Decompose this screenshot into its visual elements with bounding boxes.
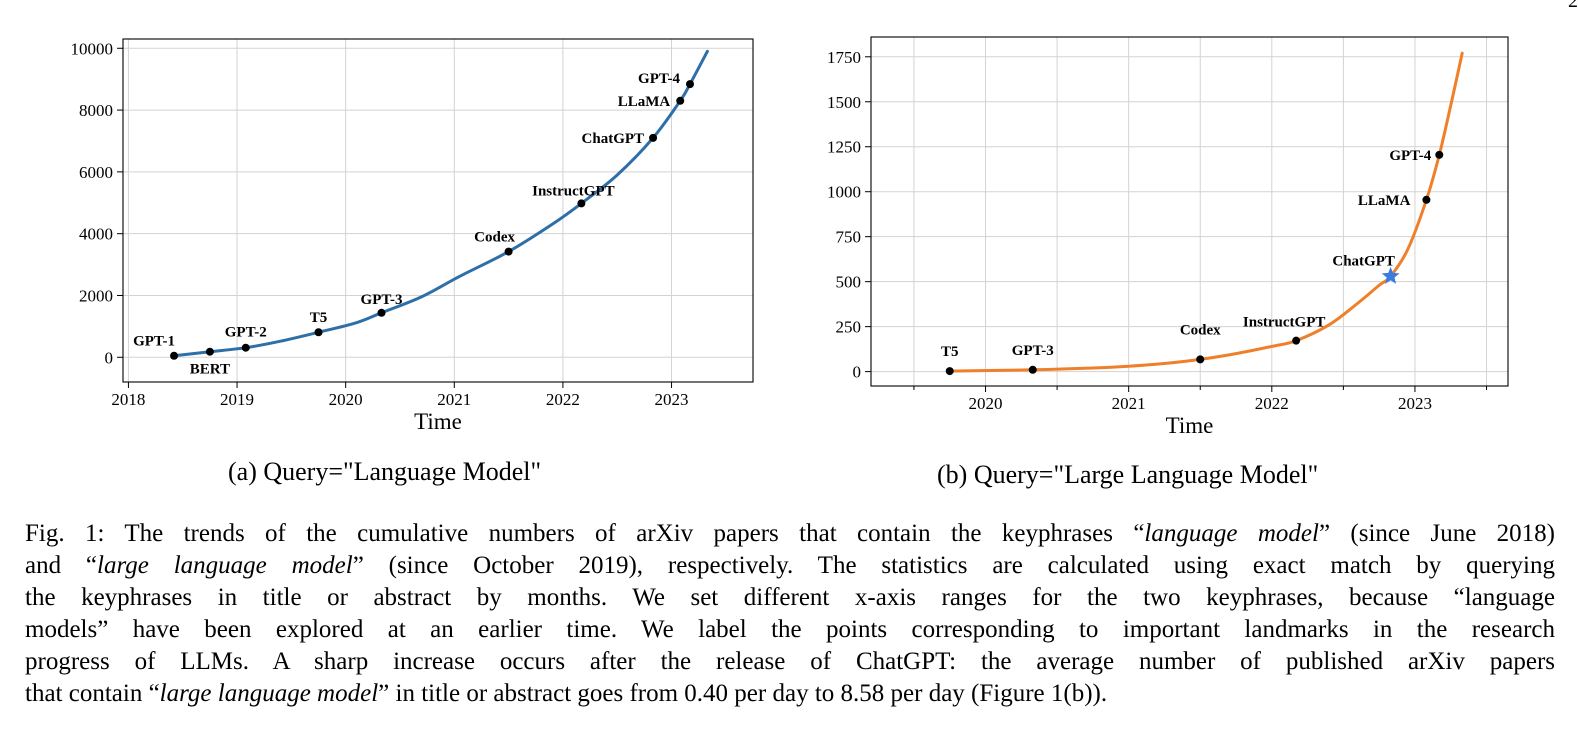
x-tick-label: 2021 — [1112, 394, 1146, 413]
x-axis-label: Time — [414, 409, 462, 434]
landmark-marker — [1292, 336, 1301, 345]
caption-text: progress of LLMs. A sharp increase occur… — [25, 648, 1555, 675]
y-tick-label: 8000 — [79, 101, 113, 120]
x-tick-label: 2022 — [546, 390, 580, 409]
x-tick-label: 2020 — [329, 390, 363, 409]
y-tick-label: 750 — [836, 228, 862, 247]
x-tick-label: 2022 — [1255, 394, 1289, 413]
landmark-star-marker — [1381, 266, 1400, 284]
figure-caption: Fig. 1: The trends of the cumulative num… — [25, 518, 1555, 710]
landmark-marker — [1422, 195, 1431, 204]
landmark-marker — [504, 247, 513, 256]
x-tick-label: 2019 — [220, 390, 254, 409]
landmark-marker — [314, 328, 323, 337]
landmark-marker — [686, 80, 694, 89]
caption-line: progress of LLMs. A sharp increase occur… — [25, 646, 1555, 678]
landmark-marker — [1196, 355, 1205, 364]
landmark-marker — [676, 96, 685, 105]
landmark-marker — [1435, 150, 1444, 159]
landmark-marker — [241, 343, 250, 352]
landmark-marker — [577, 199, 586, 208]
y-tick-label: 0 — [105, 348, 114, 367]
landmark-label: GPT-4 — [638, 71, 680, 87]
landmark-marker — [1028, 365, 1037, 374]
landmark-label: GPT-3 — [361, 292, 403, 308]
y-tick-label: 6000 — [79, 163, 113, 182]
caption-text: ” (since June 2018) — [1318, 520, 1555, 547]
landmark-label: T5 — [310, 310, 328, 326]
y-tick-label: 10000 — [71, 39, 114, 58]
landmark-label: ChatGPT — [1332, 253, 1395, 269]
chart-language-model: 2018 2019 2020 2021 2022 2023 0 2000 4000 6000 800… — [71, 38, 754, 434]
landmark-label: Codex — [1180, 322, 1221, 338]
landmark-label: GPT-2 — [225, 325, 267, 341]
x-tick-label: 2021 — [437, 390, 471, 409]
series-line — [172, 49, 709, 358]
landmark-label: BERT — [190, 362, 230, 378]
caption-text: the keyphrases in title or abstract by m… — [25, 584, 1555, 611]
x-tick-label: 2023 — [655, 390, 689, 409]
landmark-label: GPT-4 — [1389, 148, 1431, 164]
y-tick-label: 0 — [853, 363, 862, 382]
x-axis-label: Time — [1166, 413, 1214, 438]
x-tick-label: 2018 — [111, 390, 145, 409]
caption-text: ” (since October 2019), respectively. Th… — [352, 552, 1555, 579]
caption-italic-text: large language model — [159, 680, 379, 707]
landmark-label: ChatGPT — [582, 131, 645, 147]
y-tick-label: 1750 — [827, 48, 861, 67]
y-tick-label: 1500 — [827, 93, 861, 112]
caption-text: ” in title or abstract goes from 0.40 pe… — [378, 680, 1108, 707]
page-number: 2 — [1568, 0, 1578, 12]
y-tick-label: 4000 — [79, 225, 113, 244]
caption-italic-text: language model — [1144, 520, 1319, 547]
caption-italic-text: large language model — [97, 552, 353, 579]
y-tick-label: 250 — [836, 318, 862, 337]
landmark-label: GPT-3 — [1012, 343, 1054, 359]
landmark-label: InstructGPT — [532, 183, 615, 199]
landmark-marker — [170, 351, 179, 360]
landmark-label: InstructGPT — [1243, 315, 1326, 331]
y-tick-label: 1000 — [827, 183, 861, 202]
x-tick-label: 2020 — [969, 394, 1003, 413]
caption-text: Fig. 1: The trends of the cumulative num… — [25, 520, 1145, 547]
landmark-marker — [649, 133, 658, 142]
x-tick-label: 2023 — [1398, 394, 1432, 413]
caption-line: Fig. 1: The trends of the cumulative num… — [25, 518, 1555, 550]
y-tick-label: 500 — [836, 273, 862, 292]
caption-line: that contain “large language model” in t… — [25, 678, 1555, 710]
y-tick-label: 2000 — [79, 286, 113, 305]
plot-frame — [870, 36, 1509, 387]
caption-text: and “ — [25, 552, 98, 579]
caption-line: and “large language model” (since Octobe… — [25, 550, 1555, 582]
plot-frame — [122, 38, 754, 383]
landmark-marker — [377, 308, 386, 317]
landmark-label: LLaMA — [618, 94, 671, 110]
subcaption-b: (b) Query="Large Language Model" — [937, 460, 1319, 489]
landmark-label: LLaMA — [1358, 193, 1411, 209]
y-tick-label: 1250 — [827, 138, 861, 157]
caption-line: models” have been explored at an earlier… — [25, 614, 1555, 646]
landmark-label: T5 — [941, 344, 959, 360]
caption-line: the keyphrases in title or abstract by m… — [25, 582, 1555, 614]
subcaption-a: (a) Query="Language Model" — [228, 457, 542, 486]
caption-text: that contain “ — [25, 680, 160, 707]
landmark-marker — [945, 367, 954, 376]
chart-large-language-model: 2020 2021 2022 2023 0 250 500 750 1000 1250 1500 17… — [827, 36, 1509, 438]
landmark-label: Codex — [474, 230, 515, 246]
landmark-marker — [205, 347, 214, 356]
landmark-label: GPT-1 — [133, 334, 175, 350]
caption-text: models” have been explored at an earlier… — [25, 616, 1555, 643]
